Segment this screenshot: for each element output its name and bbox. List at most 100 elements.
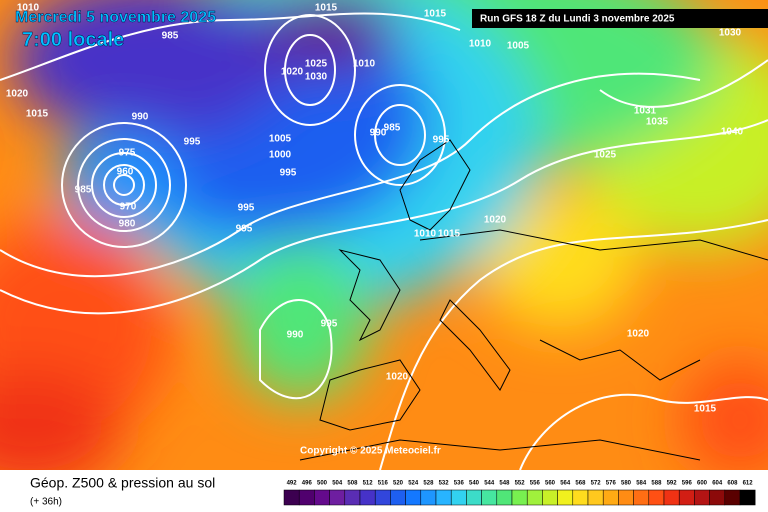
isobar-label: 990 (370, 128, 387, 139)
colorbar-swatch (390, 489, 406, 506)
isobar-label: 1010 (469, 39, 492, 50)
colorbar-label: 504 (332, 481, 343, 487)
isobar-label: 1025 (305, 59, 328, 70)
field (0, 0, 768, 470)
colorbar-swatch (359, 489, 376, 506)
isobar-label: 1000 (269, 150, 292, 161)
colorbar-swatch (329, 489, 346, 506)
isobar-label: 980 (119, 219, 136, 230)
colorbar-label: 500 (317, 481, 328, 487)
colorbar-label: 520 (393, 481, 404, 487)
run-box (472, 9, 768, 28)
colorbar-label: 536 (454, 481, 465, 487)
isobar-label: 1010 (414, 229, 437, 240)
isobar-label: 1020 (281, 67, 304, 78)
colorbar-swatch (420, 489, 437, 506)
colorbar-swatch (466, 489, 482, 506)
isobar-label: 1040 (721, 127, 744, 138)
colorbar-label: 556 (530, 481, 541, 487)
isobar-label: 990 (132, 112, 149, 123)
isobar-label: 995 (236, 224, 253, 235)
isobar-label: 985 (384, 123, 401, 134)
footer-title: Géop. Z500 & pression au sol (30, 475, 215, 491)
isobar-label: 1025 (594, 150, 617, 161)
isobar-label: 985 (75, 185, 92, 196)
coastlines (299, 139, 768, 461)
colorbar-label: 572 (591, 481, 602, 487)
isobar-label: 1020 (484, 215, 507, 226)
isobar-label: 1010 (353, 59, 376, 70)
colorbar-label: 532 (439, 481, 450, 487)
isobar-label: 1030 (305, 72, 328, 83)
isobar-label: 1015 (424, 9, 447, 20)
colorbar-swatch (663, 489, 680, 506)
isobar-label: 1020 (6, 89, 29, 100)
colorbar-label: 544 (484, 481, 495, 487)
footer-lead: (+ 36h) (30, 497, 62, 508)
isobar-label: 1020 (386, 372, 409, 383)
colorbar-label: 600 (697, 481, 708, 487)
colorbar-label: 612 (743, 481, 754, 487)
colorbar-label: 608 (727, 481, 738, 487)
colorbar-swatch (709, 489, 726, 506)
colorbar-swatch (648, 489, 665, 506)
isobar-label: 1031 (634, 106, 657, 117)
colorbar-label: 516 (378, 481, 389, 487)
colorbar-swatch (283, 489, 300, 506)
isobar-label: 970 (120, 202, 137, 213)
run: Run GFS 18 Z du Lundi 3 novembre 2025 (480, 14, 675, 25)
colorbar-label: 524 (408, 481, 419, 487)
date: Mercredi 5 novembre 2025 (15, 9, 216, 26)
colorbar-swatch (739, 489, 756, 506)
isobar-label: 1015 (315, 3, 338, 14)
colorbar-swatch (526, 489, 543, 506)
isobar-label: 1015 (26, 109, 49, 120)
colorbar-swatch (405, 489, 422, 506)
colorbar-swatch (450, 489, 467, 506)
isobar-label: 1005 (269, 134, 292, 145)
isobar-label: 995 (184, 137, 201, 148)
isobar-label: 995 (321, 319, 338, 330)
colorbar-label: 592 (667, 481, 678, 487)
colorbar-label: 540 (469, 481, 480, 487)
colorbar-swatch (435, 489, 452, 506)
colorbar-swatch (602, 489, 619, 506)
colorbar-label: 588 (651, 481, 662, 487)
colorbar-swatch (572, 489, 589, 506)
colorbar-swatch (481, 489, 498, 506)
isobar-label: 1030 (719, 28, 742, 39)
colorbar-swatch (678, 489, 695, 506)
colorbar-label: 604 (712, 481, 723, 487)
colorbar-swatch (724, 489, 741, 506)
isobars (0, 12, 768, 470)
colorbar-label: 568 (575, 481, 586, 487)
colorbar-swatch (511, 489, 528, 506)
isobar-label: 975 (119, 148, 136, 159)
colorbar-label: 528 (423, 481, 434, 487)
isobar-label: 960 (117, 167, 134, 178)
isobar-labels: 1010985101510151010100510301020101599099… (6, 3, 744, 415)
isobar-label: 995 (238, 203, 255, 214)
isobar-label: 995 (280, 168, 297, 179)
colorbar-label: 584 (636, 481, 647, 487)
isobar-label: 995 (433, 135, 450, 146)
colorbar-swatch (314, 489, 330, 506)
colorbar-swatch (496, 489, 513, 506)
isobar-label: 1035 (646, 117, 669, 128)
colorbar-label: 548 (499, 481, 510, 487)
colorbar-label: 512 (363, 481, 374, 487)
colorbar-label: 576 (606, 481, 617, 487)
isobar-label: 985 (162, 31, 179, 42)
isobar-label: 990 (287, 330, 304, 341)
colorbar-swatch (618, 489, 634, 506)
colorbar-label: 496 (302, 481, 313, 487)
colorbar-label: 564 (560, 481, 571, 487)
colorbar-swatch (587, 489, 604, 506)
copyright: Copyright © 2025 Meteociel.fr (300, 446, 441, 457)
colorbar-swatch (344, 489, 361, 506)
colorbar-swatch (542, 489, 558, 506)
colorbar-swatch (694, 489, 710, 506)
colorbar-label: 580 (621, 481, 632, 487)
isobar-label: 1015 (694, 404, 717, 415)
